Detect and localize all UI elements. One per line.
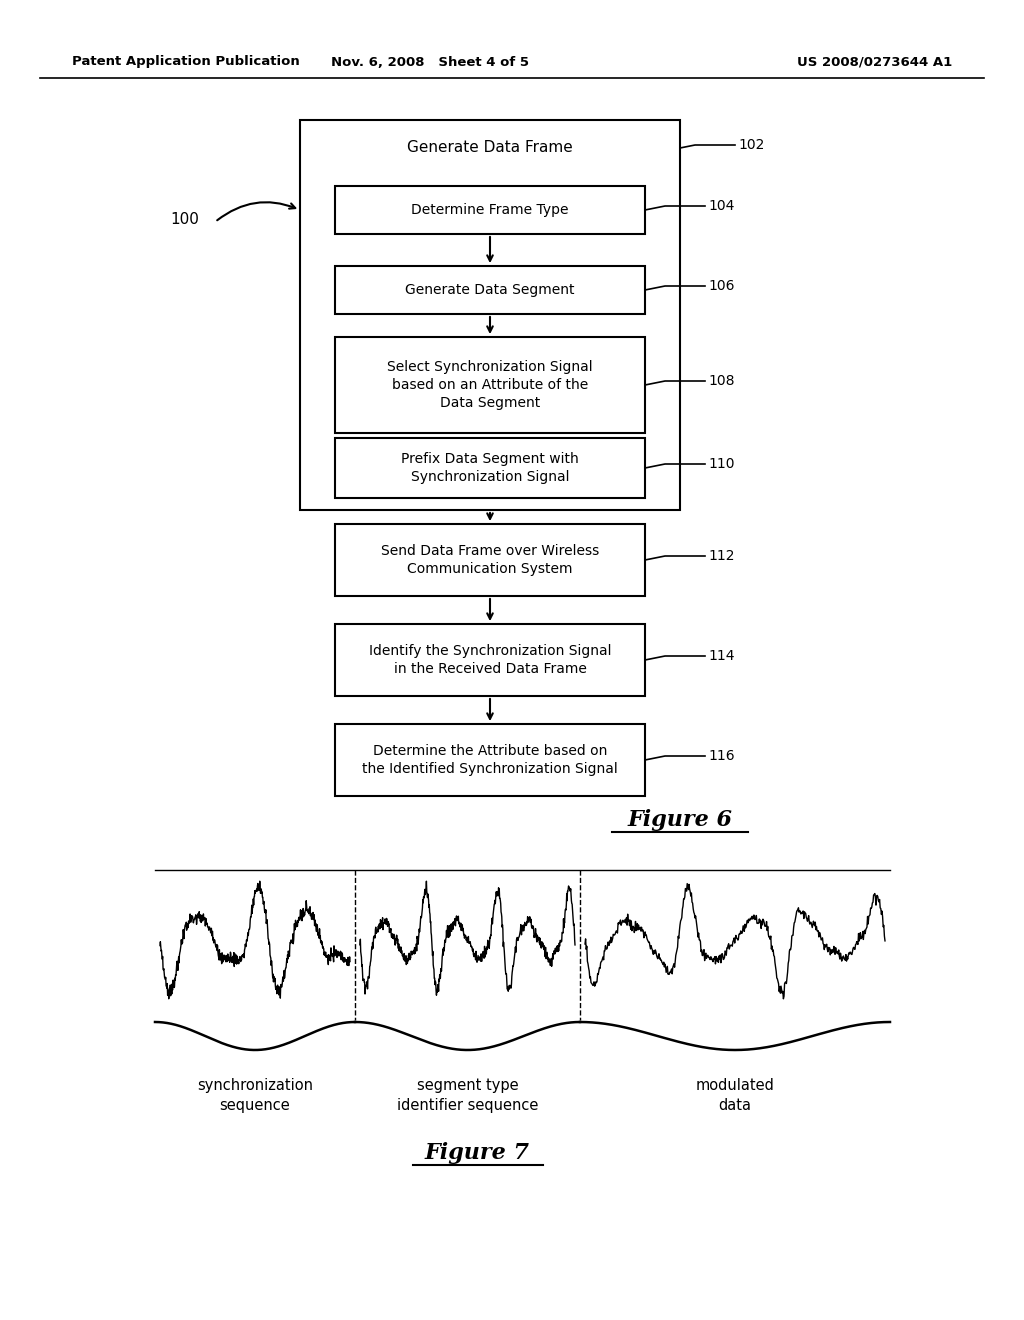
Text: 114: 114: [708, 649, 734, 663]
Text: synchronization
sequence: synchronization sequence: [197, 1078, 313, 1113]
Bar: [335, 337, 645, 433]
Bar: [300, 120, 680, 510]
Text: 106: 106: [708, 279, 734, 293]
Text: 108: 108: [708, 374, 734, 388]
Text: Identify the Synchronization Signal
in the Received Data Frame: Identify the Synchronization Signal in t…: [369, 644, 611, 676]
Text: Patent Application Publication: Patent Application Publication: [72, 55, 300, 69]
Text: Generate Data Segment: Generate Data Segment: [406, 282, 574, 297]
Bar: [335, 186, 645, 234]
Text: Send Data Frame over Wireless
Communication System: Send Data Frame over Wireless Communicat…: [381, 544, 599, 577]
Text: Determine the Attribute based on
the Identified Synchronization Signal: Determine the Attribute based on the Ide…: [362, 743, 617, 776]
Text: Nov. 6, 2008   Sheet 4 of 5: Nov. 6, 2008 Sheet 4 of 5: [331, 55, 529, 69]
Text: Generate Data Frame: Generate Data Frame: [408, 140, 572, 156]
Text: 116: 116: [708, 748, 734, 763]
Text: Select Synchronization Signal
based on an Attribute of the
Data Segment: Select Synchronization Signal based on a…: [387, 359, 593, 411]
Text: 104: 104: [708, 199, 734, 213]
Text: 102: 102: [738, 139, 764, 152]
Text: Figure 6: Figure 6: [628, 809, 732, 832]
Text: 112: 112: [708, 549, 734, 564]
Bar: [335, 624, 645, 696]
Text: 110: 110: [708, 457, 734, 471]
Bar: [335, 267, 645, 314]
Text: segment type
identifier sequence: segment type identifier sequence: [397, 1078, 539, 1113]
Text: Figure 7: Figure 7: [425, 1142, 530, 1164]
Text: US 2008/0273644 A1: US 2008/0273644 A1: [797, 55, 952, 69]
Bar: [335, 524, 645, 597]
Text: Determine Frame Type: Determine Frame Type: [412, 203, 568, 216]
Text: 100: 100: [171, 213, 200, 227]
Text: modulated
data: modulated data: [695, 1078, 774, 1113]
Text: Prefix Data Segment with
Synchronization Signal: Prefix Data Segment with Synchronization…: [401, 451, 579, 484]
Bar: [335, 438, 645, 498]
Bar: [335, 723, 645, 796]
